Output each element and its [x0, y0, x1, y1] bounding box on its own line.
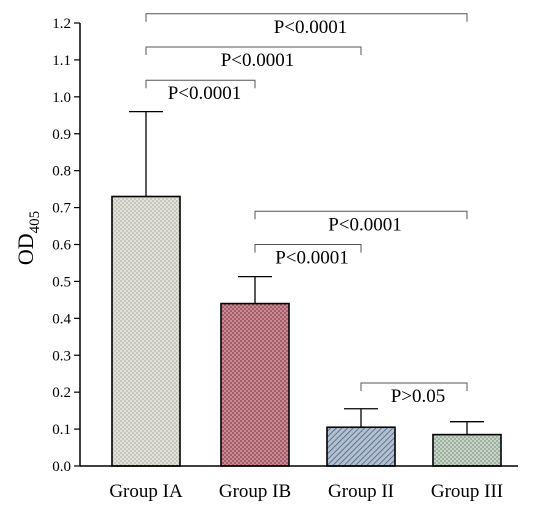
- bar-group-iii: [432, 433, 502, 467]
- y-tick-label: 0.6: [52, 238, 71, 254]
- significance-label: P<0.0001: [221, 50, 295, 71]
- y-tick-label: 0.8: [52, 164, 71, 180]
- y-tick-label: 0.2: [52, 385, 71, 401]
- y-tick-label: 0.5: [52, 274, 71, 290]
- bar-group-ia: [111, 195, 181, 467]
- significance-bracket: [254, 210, 468, 220]
- y-axis-label-subscript: 405: [27, 211, 43, 234]
- bar-group-ib: [220, 302, 290, 467]
- significance-label: P<0.0001: [274, 17, 348, 38]
- y-tick-label: 0.7: [52, 201, 71, 217]
- y-tick-label: 0.3: [52, 348, 71, 364]
- y-tick-label: 0.1: [52, 422, 71, 438]
- bar-group-ii: [326, 426, 396, 467]
- error-bars-layer: [129, 110, 484, 435]
- y-tick-label: 0.4: [52, 311, 71, 327]
- y-tick-label: 0.0: [52, 459, 71, 475]
- significance-bracket: [145, 13, 468, 22]
- y-ticks: 0.0 0.1 0.2 0.3 0.4 0.5 0.6 0.7 0.8 0.9 1.0 1.1 1.2: [52, 16, 80, 475]
- significance-bracket: [360, 382, 468, 391]
- x-tick-label: Group III: [431, 481, 503, 502]
- significance-bracket: [145, 46, 362, 55]
- significance-label: P<0.0001: [328, 214, 402, 235]
- x-tick-label: Group IA: [109, 481, 183, 502]
- significance-label: P>0.05: [391, 386, 446, 407]
- y-axis-label: OD405: [13, 211, 43, 265]
- y-tick-label: 0.9: [52, 127, 71, 143]
- significance-label: P<0.0001: [275, 248, 349, 269]
- y-tick-label: 1.2: [52, 16, 71, 32]
- significance-bracket: [145, 79, 256, 89]
- bars-layer: [111, 195, 502, 467]
- x-tick-labels: Group IA Group IB Group II Group III: [109, 481, 503, 502]
- x-tick-label: Group IB: [219, 481, 291, 502]
- y-tick-label: 1.0: [52, 90, 71, 106]
- x-tick-label: Group II: [328, 481, 394, 502]
- y-axis-label-main: OD: [13, 233, 38, 265]
- y-tick-label: 1.1: [52, 53, 71, 69]
- significance-label: P<0.0001: [168, 83, 242, 104]
- significance-bracket: [254, 244, 362, 253]
- significance-layer: P<0.0001 P<0.0001 P<0.0001 P<0.0001 P<0.0001…: [145, 13, 468, 407]
